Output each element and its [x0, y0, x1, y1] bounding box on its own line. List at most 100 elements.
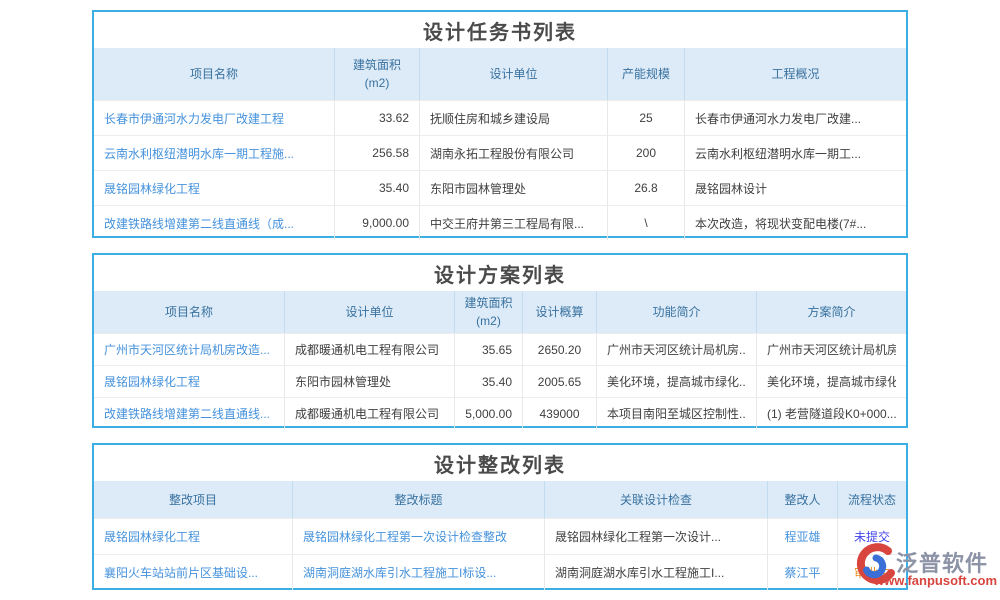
column-header: 方案简介: [807, 305, 856, 319]
cell-text: 成都暖通机电工程有限公司: [295, 343, 440, 357]
record-link[interactable]: 程亚雄: [784, 530, 821, 544]
cell-text: 25: [639, 111, 653, 125]
record-link[interactable]: 改建铁路线增建第二线直通线（成...: [104, 216, 295, 231]
table-cell: 程亚雄: [768, 519, 838, 554]
table-cell: 5,000.00: [455, 398, 523, 429]
column-header: 整改项目: [94, 481, 293, 518]
cell-text: 2650.20: [537, 342, 582, 357]
table-cell: 晟铭园林绿化工程: [94, 519, 293, 554]
record-link[interactable]: 长春市伊通河水力发电厂改建工程: [104, 111, 285, 126]
table-cell: 晟铭园林绿化工程: [94, 366, 285, 397]
table-cell: 35.65: [455, 334, 523, 365]
table-cell: 改建铁路线增建第二线直通线（成...: [94, 206, 335, 240]
column-header: 设计单位: [285, 291, 455, 333]
table-cell: 35.40: [455, 366, 523, 397]
record-link[interactable]: 晟铭园林绿化工程: [104, 375, 201, 389]
cell-text: 长春市伊通河水力发电厂改建...: [695, 111, 862, 126]
table-cell: 本项目南阳至城区控制性...: [597, 398, 757, 429]
cell-text: (1) 老营隧道段K0+000...: [767, 407, 896, 421]
table-cell: 改建铁路线增建第二线直通线...: [94, 398, 285, 429]
column-header: 项目名称: [94, 291, 285, 333]
cell-text: 广州市天河区统计局机房...: [767, 343, 896, 357]
cell-text: 256.58: [372, 146, 409, 160]
record-link[interactable]: 晟铭园林绿化工程: [104, 181, 201, 196]
cell-text: 晟铭园林设计: [695, 181, 768, 196]
table-cell: 439000: [523, 398, 597, 429]
table-cell: 东阳市园林管理处: [420, 171, 608, 205]
table-row: 改建铁路线增建第二线直通线... 成都暖通机电工程有限公司 5,000.00 4390…: [94, 397, 906, 429]
table-body: 广州市天河区统计局机房改造... 成都暖通机电工程有限公司 35.65 2650.20…: [94, 333, 906, 429]
record-link[interactable]: 晟铭园林绿化工程: [104, 530, 201, 544]
table-header-row: 项目名称 建筑面积 (m2) 设计单位 产能规模 工程概况: [94, 48, 906, 100]
table-cell: 成都暖通机电工程有限公司: [285, 334, 455, 365]
table-row: 云南水利枢纽潜明水库一期工程施... 256.58 湖南永拓工程股份有限公司 200 云…: [94, 135, 906, 170]
cell-text: 湖南洞庭湖水库引水工程施工I...: [555, 566, 725, 580]
table-body: 晟铭园林绿化工程 晟铭园林绿化工程第一次设计检查整改 晟铭园林绿化工程第一次设计..…: [94, 518, 906, 590]
table-cell: 中交王府井第三工程局有限...: [420, 206, 608, 240]
table-cell: 9,000.00: [335, 206, 420, 240]
cell-text: 东阳市园林管理处: [295, 375, 392, 389]
record-link[interactable]: 云南水利枢纽潜明水库一期工程施...: [104, 146, 295, 161]
fanpu-logo-icon: [856, 543, 895, 585]
table-cell: 本次改造，将现状变配电楼(7#...: [685, 206, 906, 240]
panel-design-rectify-list: 设计整改列表 整改项目 整改标题 关联设计检查 整改人 流程状态 晟铭园林绿化工程 晟铭园…: [92, 443, 908, 590]
column-header: 产能规模: [608, 48, 685, 100]
record-link[interactable]: 晟铭园林绿化工程第一次设计检查整改: [303, 530, 508, 544]
cell-text: 35.65: [481, 342, 512, 357]
table-row: 长春市伊通河水力发电厂改建工程 33.62 抚顺住房和城乡建设局 25 长春市伊通河水力…: [94, 100, 906, 135]
cell-text: 35.40: [378, 181, 409, 195]
record-link[interactable]: 蔡江平: [784, 566, 821, 580]
cell-text: 抚顺住房和城乡建设局: [430, 111, 551, 126]
table-cell: 襄阳火车站站前片区基础设...: [94, 555, 293, 590]
column-header: 设计单位: [420, 48, 608, 100]
record-link[interactable]: 改建铁路线增建第二线直通线...: [104, 407, 271, 421]
column-header: 关联设计检查: [545, 481, 768, 518]
column-header: 项目名称: [94, 48, 335, 100]
cell-text: 200: [635, 146, 657, 160]
table-cell: 湖南洞庭湖水库引水工程施工I标设...: [293, 555, 545, 590]
table-cell: 晟铭园林绿化工程第一次设计检查整改: [293, 519, 545, 554]
cell-text: 云南水利枢纽潜明水库一期工...: [695, 146, 862, 161]
record-link[interactable]: 襄阳火车站站前片区基础设...: [104, 566, 259, 580]
cell-text: 晟铭园林绿化工程第一次设计...: [555, 530, 722, 544]
table-row: 晟铭园林绿化工程 东阳市园林管理处 35.40 2005.65 美化环境，提高城市绿化.…: [94, 365, 906, 397]
table-cell: 2005.65: [523, 366, 597, 397]
table-cell: 26.8: [608, 171, 685, 205]
cell-text: 美化环境，提高城市绿化...: [767, 375, 896, 389]
table-cell: 成都暖通机电工程有限公司: [285, 398, 455, 429]
watermark-brand-text: 泛普软件: [896, 551, 989, 576]
table-cell: 湖南洞庭湖水库引水工程施工I...: [545, 555, 768, 590]
table-cell: 33.62: [335, 101, 420, 135]
cell-text: 本次改造，将现状变配电楼(7#...: [695, 216, 867, 231]
column-header: 设计概算: [523, 291, 597, 333]
table-cell: 美化环境，提高城市绿化...: [597, 366, 757, 397]
panel-design-plan-list: 设计方案列表 项目名称 设计单位 建筑面积 (m2) 设计概算 功能简介 方案简介 广州市…: [92, 253, 908, 429]
table-cell: 云南水利枢纽潜明水库一期工...: [685, 136, 906, 170]
cell-text: 广州市天河区统计局机房...: [607, 343, 746, 357]
table-cell: 256.58: [335, 136, 420, 170]
cell-text: 美化环境，提高城市绿化...: [607, 375, 746, 389]
panel-title-design-task-list: 设计任务书列表: [423, 21, 577, 44]
table-cell: 晟铭园林绿化工程: [94, 171, 335, 205]
table-cell: 35.40: [335, 171, 420, 205]
table-cell: \: [608, 206, 685, 240]
cell-text: 中交王府井第三工程局有限...: [430, 216, 585, 231]
table-cell: 蔡江平: [768, 555, 838, 590]
cell-text: 本项目南阳至城区控制性...: [607, 407, 746, 421]
panel-design-task-list: 设计任务书列表 项目名称 建筑面积 (m2) 设计单位 产能规模 工程概况 长春市伊通河…: [92, 10, 908, 240]
cell-text: 9,000.00: [362, 216, 409, 230]
table-cell: 晟铭园林设计: [685, 171, 906, 205]
column-header: 整改人: [768, 481, 838, 518]
table-row: 晟铭园林绿化工程 35.40 东阳市园林管理处 26.8 晟铭园林设计: [94, 170, 906, 205]
cell-text: 5,000.00: [465, 406, 512, 421]
table-cell: 长春市伊通河水力发电厂改建工程: [94, 101, 335, 135]
table-row: 改建铁路线增建第二线直通线（成... 9,000.00 中交王府井第三工程局有限..…: [94, 205, 906, 240]
cell-text: 东阳市园林管理处: [430, 181, 527, 196]
table-cell: 晟铭园林绿化工程第一次设计...: [545, 519, 768, 554]
table-cell: 广州市天河区统计局机房...: [597, 334, 757, 365]
record-link[interactable]: 广州市天河区统计局机房改造...: [104, 343, 271, 357]
record-link[interactable]: 湖南洞庭湖水库引水工程施工I标设...: [303, 566, 497, 580]
column-header: 功能简介: [597, 291, 757, 333]
column-header: 建筑面积 (m2): [455, 291, 523, 333]
watermark: 泛普软件 www.fanpusoft.com: [852, 543, 1000, 597]
